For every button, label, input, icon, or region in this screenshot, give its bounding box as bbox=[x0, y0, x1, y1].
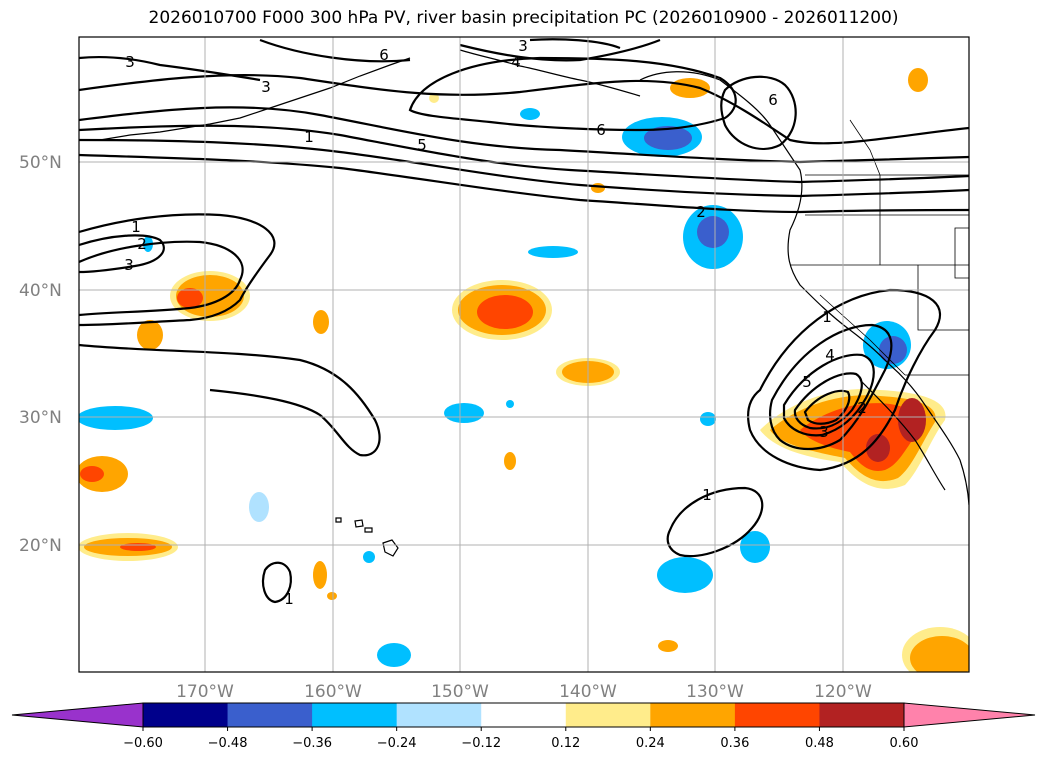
colorbar-tick-label: 0.48 bbox=[805, 736, 834, 751]
colorbar-segment bbox=[481, 703, 567, 727]
contour-label: 6 bbox=[596, 121, 606, 139]
lon-label: 160°W bbox=[304, 682, 362, 702]
contour-labels: 3 6 3 4 3 1 5 6 6 1 2 3 2 1 4 5 2 3 1 1 bbox=[124, 37, 867, 608]
contour-label: 2 bbox=[137, 235, 147, 253]
contour-label: 1 bbox=[702, 486, 712, 504]
colorbar-tick-label: −0.24 bbox=[377, 736, 417, 751]
latitude-labels: 50°N 40°N 30°N 20°N bbox=[19, 153, 62, 556]
colorbar-tick-label: −0.60 bbox=[123, 736, 163, 751]
colorbar-segment bbox=[396, 703, 482, 727]
contour-label: 3 bbox=[261, 78, 271, 96]
lon-label: 170°W bbox=[176, 682, 234, 702]
contour-label: 1 bbox=[822, 308, 832, 326]
colorbar-tick-label: 0.24 bbox=[636, 736, 665, 751]
contour-label: 5 bbox=[417, 136, 427, 154]
contour-label: 3 bbox=[124, 256, 134, 274]
colorbar-segment bbox=[227, 703, 313, 727]
colorbar-segment bbox=[143, 703, 229, 727]
contour-label: 1 bbox=[131, 218, 141, 236]
lon-label: 150°W bbox=[431, 682, 489, 702]
colorbar-segment bbox=[650, 703, 736, 727]
lat-label: 30°N bbox=[19, 408, 62, 428]
coastlines bbox=[99, 49, 969, 506]
pv-contours bbox=[79, 38, 969, 604]
contour-label: 3 bbox=[518, 37, 528, 55]
colorbar-extend-high bbox=[903, 702, 1036, 728]
lon-label: 120°W bbox=[814, 682, 872, 702]
contour-label: 6 bbox=[379, 46, 389, 64]
longitude-labels: 170°W 160°W 150°W 140°W 130°W 120°W bbox=[176, 682, 872, 702]
contour-label: 4 bbox=[825, 346, 835, 364]
lon-label: 140°W bbox=[559, 682, 617, 702]
colorbar-segment bbox=[312, 703, 398, 727]
colorbar-tick-label: 0.12 bbox=[551, 736, 580, 751]
colorbar-tick-label: −0.48 bbox=[208, 736, 248, 751]
map-title: 2026010700 F000 300 hPa PV, river basin … bbox=[148, 8, 899, 28]
grid-lines bbox=[79, 37, 969, 672]
contour-label: 1 bbox=[284, 590, 294, 608]
contour-label: 4 bbox=[511, 53, 521, 71]
lat-label: 20°N bbox=[19, 536, 62, 556]
contour-label: 6 bbox=[768, 91, 778, 109]
colorbar-outline bbox=[142, 702, 905, 728]
colorbar-tick-label: 0.36 bbox=[720, 736, 749, 751]
lat-label: 40°N bbox=[19, 281, 62, 301]
contour-label: 2 bbox=[857, 399, 867, 417]
contour-label: 3 bbox=[125, 53, 135, 71]
plot-frame bbox=[78, 36, 970, 673]
colorbar-segment bbox=[565, 703, 651, 727]
colorbar-segment bbox=[819, 703, 905, 727]
colorbar-extend-low bbox=[11, 702, 144, 728]
lon-label: 130°W bbox=[686, 682, 744, 702]
lat-label: 50°N bbox=[19, 153, 62, 173]
colorbar: −0.60 −0.48 −0.36 −0.24 −0.12 0.12 0.24 0.36 0.4… bbox=[11, 702, 1036, 751]
map-plot-area: 3 6 3 4 3 1 5 6 6 1 2 3 2 1 4 5 2 3 1 1 bbox=[79, 37, 969, 672]
contour-label: 3 bbox=[819, 423, 829, 441]
contour-label: 5 bbox=[802, 373, 812, 391]
colorbar-tick-label: −0.12 bbox=[461, 736, 501, 751]
colorbar-tick-label: 0.60 bbox=[890, 736, 919, 751]
contour-label: 2 bbox=[696, 203, 706, 221]
hawaii-islands bbox=[335, 517, 399, 557]
borders bbox=[790, 119, 969, 376]
contour-label: 1 bbox=[304, 128, 314, 146]
colorbar-segment bbox=[734, 703, 820, 727]
colorbar-tick-label: −0.36 bbox=[292, 736, 332, 751]
